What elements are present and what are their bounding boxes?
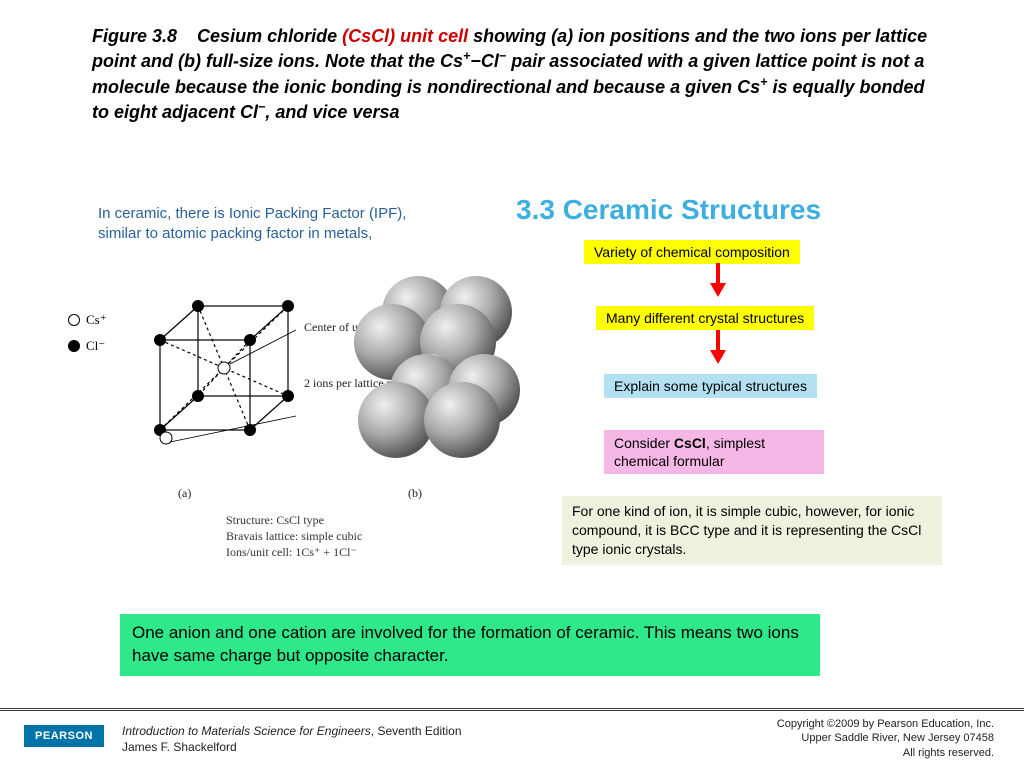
box-crystal: Many different crystal structures (596, 306, 814, 330)
arrow1-head (710, 283, 726, 297)
caption-red: (CsCl) unit cell (342, 26, 468, 46)
caption-p5: , and vice versa (265, 102, 399, 122)
arrow2-head (710, 350, 726, 364)
box-variety: Variety of chemical composition (584, 240, 800, 264)
footer-left: Introduction to Materials Science for En… (122, 723, 462, 755)
box-consider: Consider CsCl, simplest chemical formula… (604, 430, 824, 474)
diagram-b (340, 268, 540, 478)
caption-lead: Figure 3.8 (92, 26, 177, 46)
struct-l1: Structure: CsCl type (226, 512, 362, 528)
figure-area: Cs⁺ Cl⁻ (60, 268, 530, 594)
edition: , Seventh Edition (371, 724, 462, 738)
box-grey: For one kind of ion, it is simple cubic,… (562, 496, 942, 565)
label-a: (a) (178, 486, 191, 500)
pink-pre: Consider (614, 435, 674, 451)
label-b: (b) (408, 486, 422, 500)
author: James F. Shackelford (122, 740, 237, 754)
copyright-l2: Upper Saddle River, New Jersey 07458 (777, 731, 994, 745)
copyright-l3: All rights reserved. (777, 746, 994, 760)
sup3: + (760, 75, 767, 89)
ipf-note: In ceramic, there is Ionic Packing Facto… (98, 204, 428, 245)
structure-text: Structure: CsCl type Bravais lattice: si… (226, 512, 362, 561)
footer: PEARSON Introduction to Materials Scienc… (0, 708, 1024, 768)
pink-bold: CsCl (674, 435, 706, 451)
book-title: Introduction to Materials Science for En… (122, 724, 371, 738)
struct-l2: Bravais lattice: simple cubic (226, 528, 362, 544)
arrow1-shaft (716, 263, 720, 285)
caption-p1: Cesium chloride (197, 26, 342, 46)
copyright-l1: Copyright ©2009 by Pearson Education, In… (777, 717, 994, 731)
struct-l3: Ions/unit cell: 1Cs⁺ + 1Cl⁻ (226, 544, 362, 560)
footer-right: Copyright ©2009 by Pearson Education, In… (777, 717, 994, 760)
pearson-logo: PEARSON (24, 725, 104, 747)
caption-dash: −Cl (470, 51, 499, 71)
figure-caption: Figure 3.8 Cesium chloride (CsCl) unit c… (92, 24, 932, 124)
arrow2-shaft (716, 330, 720, 352)
box-explain: Explain some typical structures (604, 374, 817, 398)
filled-circle-icon (68, 340, 80, 352)
box-green: One anion and one cation are involved fo… (120, 614, 820, 676)
open-circle-icon (68, 314, 80, 326)
section-title: 3.3 Ceramic Structures (516, 194, 821, 226)
